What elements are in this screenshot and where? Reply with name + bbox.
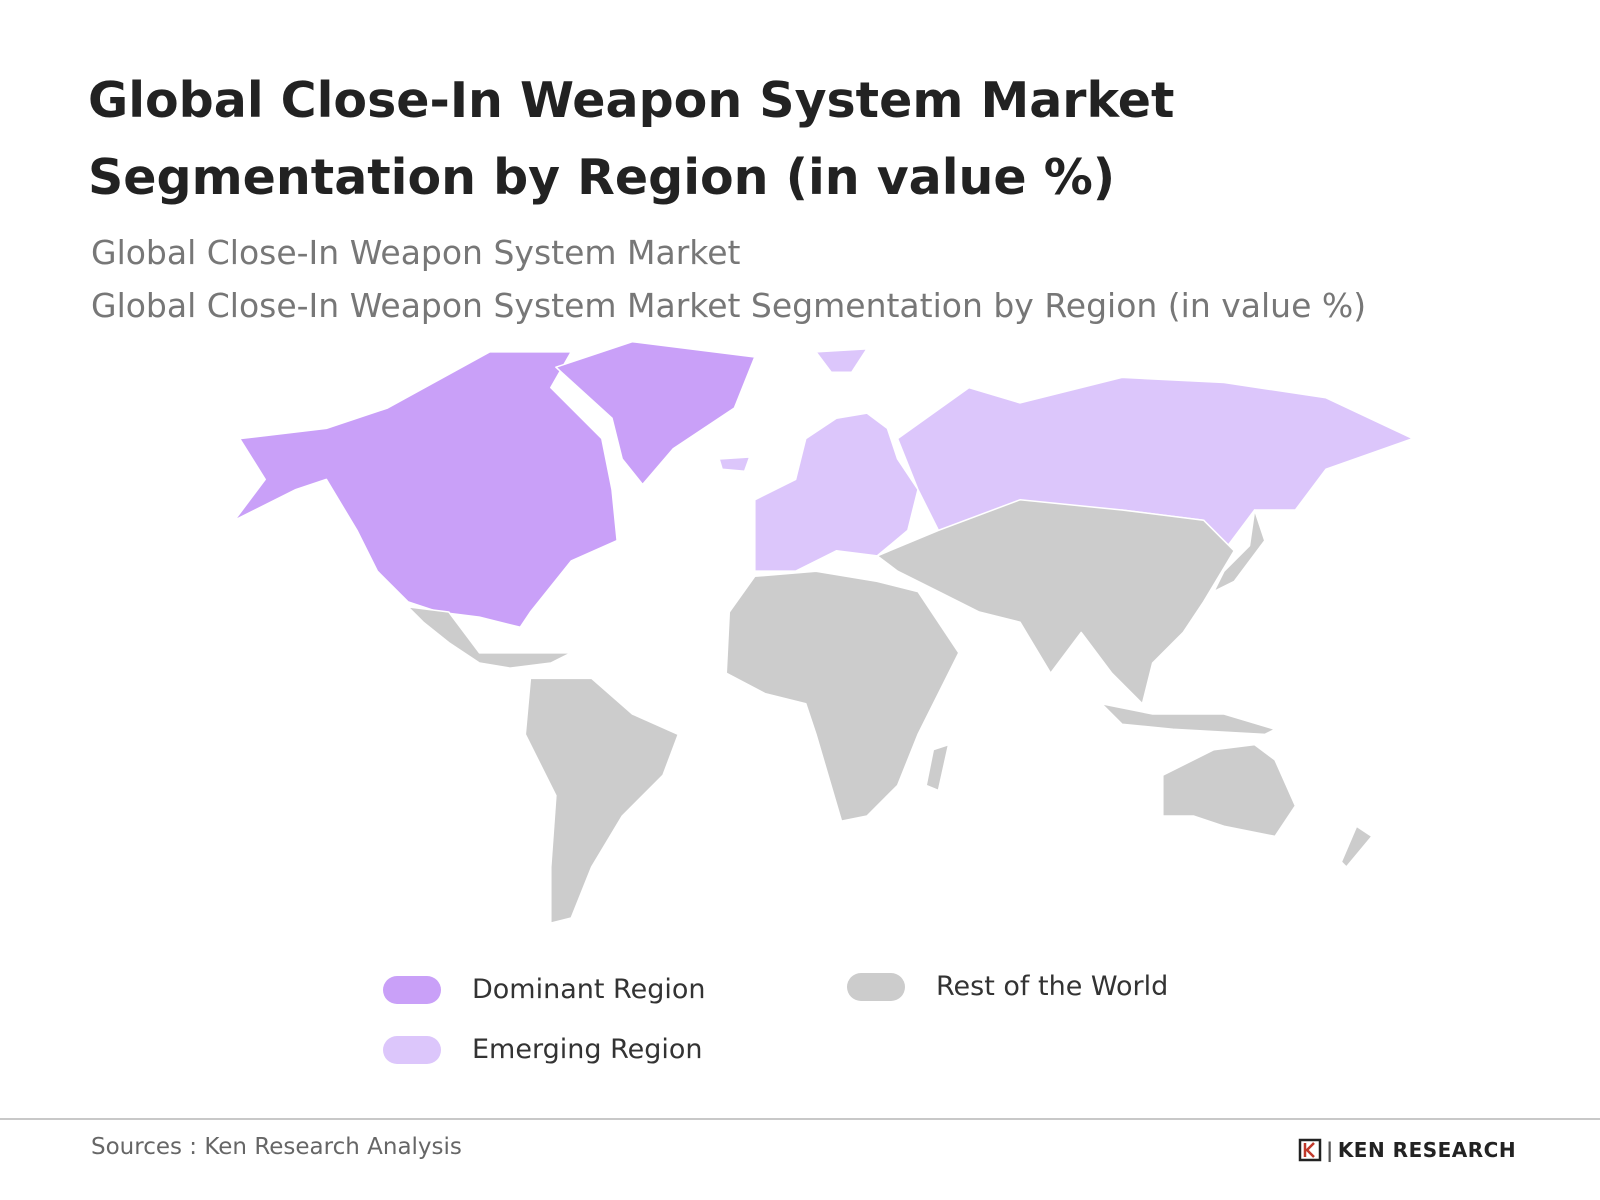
legend-item: Emerging Region xyxy=(383,1034,703,1065)
legend-label: Rest of the World xyxy=(936,971,1169,1002)
iceland xyxy=(718,456,751,473)
africa xyxy=(725,570,960,822)
legend-item: Dominant Region xyxy=(383,974,705,1005)
legend-swatch xyxy=(383,975,441,1004)
world-map xyxy=(233,340,1414,924)
australia xyxy=(1162,743,1297,838)
europe xyxy=(754,412,919,572)
source-note: Sources : Ken Research Analysis xyxy=(91,1134,462,1160)
logo-separator: | xyxy=(1326,1138,1334,1162)
japan xyxy=(1213,509,1266,593)
legend-swatch xyxy=(847,972,905,1001)
subtitle: Global Close-In Weapon System Market Seg… xyxy=(91,286,1367,325)
title: Global Close-In Weapon System Market Seg… xyxy=(88,72,1175,206)
asia xyxy=(876,499,1235,705)
madagascar xyxy=(925,743,950,792)
subtitle: Global Close-In Weapon System Market xyxy=(91,233,741,272)
legend-item: Rest of the World xyxy=(847,971,1168,1002)
legend-swatch xyxy=(383,1035,441,1064)
logo-text: KEN RESEARCH xyxy=(1337,1138,1517,1162)
greenland xyxy=(555,340,756,486)
legend-label: Dominant Region xyxy=(472,974,706,1005)
logo-icon xyxy=(1298,1138,1322,1162)
divider xyxy=(0,1118,1600,1120)
svalbard xyxy=(815,348,868,374)
new-zealand xyxy=(1340,825,1373,868)
south-america xyxy=(524,677,680,924)
logo: | KEN RESEARCH xyxy=(1298,1138,1516,1162)
north-america xyxy=(233,351,618,629)
indonesia xyxy=(1100,703,1276,736)
legend-label: Emerging Region xyxy=(472,1034,703,1065)
central-america xyxy=(407,606,572,669)
